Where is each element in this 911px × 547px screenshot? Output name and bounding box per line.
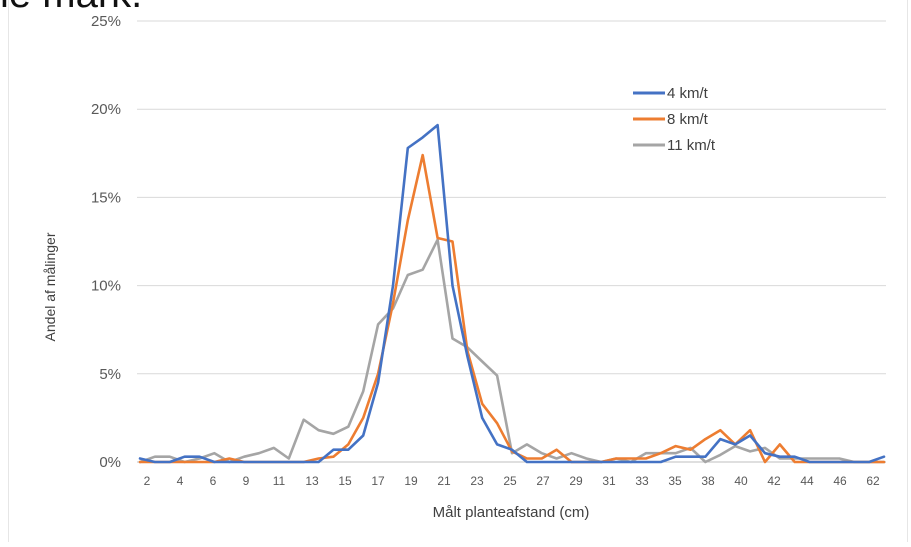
x-tick-label: 40 [734, 474, 748, 488]
series-line-4-km-t [138, 123, 886, 464]
slide-fragment-text: le mark. [0, 0, 142, 17]
x-tick-label: 27 [536, 474, 550, 488]
line-chart: 0%5%10%15%20%25% 2 4 6 9 11 13 15 17 19 21 23 25 27 2… [42, 13, 886, 521]
x-tick-label: 23 [470, 474, 484, 488]
x-tick-label: 29 [569, 474, 583, 488]
y-tick-label: 0% [99, 454, 121, 471]
series-line-8-km-t [138, 153, 886, 464]
gridlines [137, 20, 886, 463]
x-tick-label: 46 [833, 474, 847, 488]
x-tick-label: 4 [177, 474, 184, 488]
x-tick-label: 42 [767, 474, 781, 488]
x-tick-label: 62 [866, 474, 880, 488]
legend-label: 11 km/t [667, 137, 716, 154]
x-tick-label: 25 [503, 474, 517, 488]
x-tick-label: 31 [602, 474, 616, 488]
x-tick-label: 35 [668, 474, 682, 488]
x-tick-label: 21 [437, 474, 451, 488]
legend-label: 4 km/t [667, 85, 709, 102]
y-axis-ticks: 0% 5% 10% 15% 20% 25% [91, 13, 121, 471]
x-axis-label: Målt planteafstand (cm) [433, 504, 590, 521]
x-tick-label: 38 [701, 474, 715, 488]
x-tick-label: 44 [800, 474, 814, 488]
series-lines [138, 123, 886, 464]
x-tick-label: 13 [305, 474, 319, 488]
x-axis-ticks: 2 4 6 9 11 13 15 17 19 21 23 25 27 29 31 33 35 38 40 42 44 46… [144, 474, 880, 488]
y-tick-label: 20% [91, 101, 121, 118]
legend: 4 km/t 8 km/t 11 km/t [633, 85, 716, 154]
y-tick-label: 15% [91, 189, 121, 206]
y-tick-label: 5% [99, 366, 121, 383]
y-tick-label: 10% [91, 278, 121, 295]
y-tick-label: 25% [91, 13, 121, 30]
x-tick-label: 33 [635, 474, 649, 488]
x-tick-label: 11 [273, 474, 286, 488]
x-tick-label: 19 [404, 474, 418, 488]
x-tick-label: 17 [371, 474, 385, 488]
x-tick-label: 2 [144, 474, 151, 488]
legend-label: 8 km/t [667, 111, 709, 128]
y-axis-label: Andel af målinger [42, 232, 58, 341]
series-line-11-km-t [138, 238, 886, 464]
x-tick-label: 6 [210, 474, 217, 488]
x-tick-label: 9 [243, 474, 250, 488]
x-tick-label: 15 [338, 474, 352, 488]
chart-frame: 0% 5% 10% 15% 20% 25% 2 4 6 9 11 13 15 17 19 21 23 25 27 2… [8, 0, 908, 542]
